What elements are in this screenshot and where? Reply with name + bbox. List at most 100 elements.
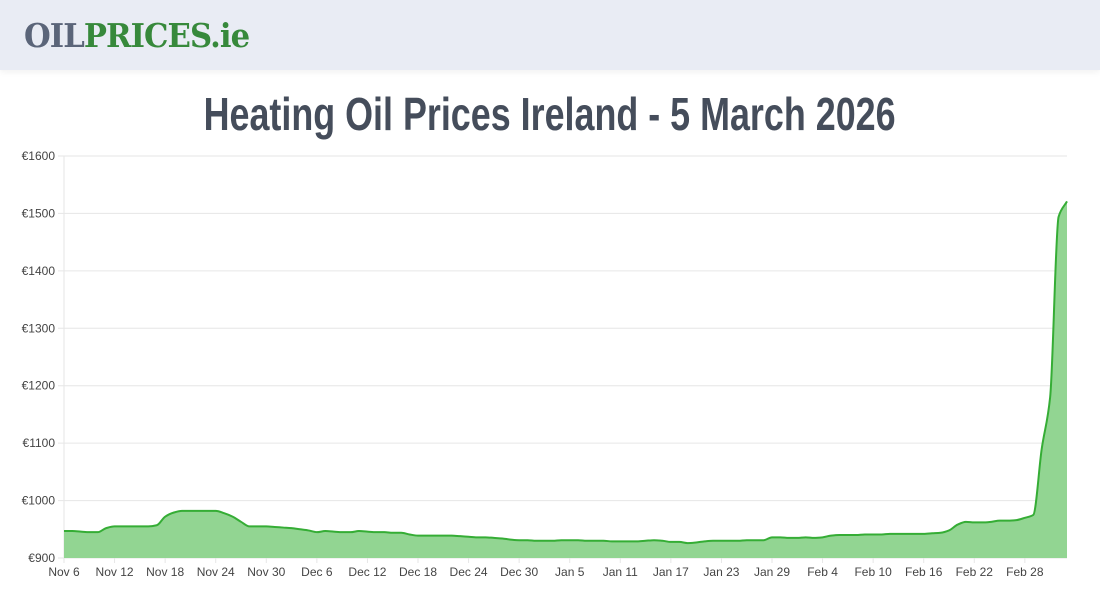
data-point[interactable] [364,529,370,535]
data-point[interactable] [103,525,109,531]
data-point[interactable] [575,537,581,543]
data-point[interactable] [432,533,438,539]
data-point[interactable] [137,523,143,529]
data-point[interactable] [727,538,733,544]
data-point[interactable] [314,529,320,535]
data-point[interactable] [887,531,893,537]
data-point[interactable] [651,537,657,543]
data-point[interactable] [415,533,421,539]
data-point[interactable] [1056,214,1062,220]
data-point[interactable] [423,533,429,539]
data-point[interactable] [626,538,632,544]
data-point[interactable] [179,508,185,514]
data-point[interactable] [836,532,842,538]
data-point[interactable] [879,531,885,537]
data-point[interactable] [845,532,851,538]
data-point[interactable] [1064,198,1070,204]
data-point[interactable] [61,528,67,534]
data-point[interactable] [339,529,345,535]
data-point[interactable] [516,537,522,543]
data-point[interactable] [525,537,531,543]
data-point[interactable] [541,538,547,544]
data-point[interactable] [322,528,328,534]
data-point[interactable] [853,532,859,538]
data-point[interactable] [912,531,918,537]
data-point[interactable] [508,537,514,543]
data-point[interactable] [643,538,649,544]
data-point[interactable] [828,533,834,539]
data-point[interactable] [221,510,227,516]
data-point[interactable] [963,519,969,525]
data-point[interactable] [491,535,497,541]
data-point[interactable] [811,535,817,541]
data-point[interactable] [735,538,741,544]
data-point[interactable] [584,538,590,544]
data-point[interactable] [289,525,295,531]
data-point[interactable] [938,530,944,536]
data-point[interactable] [1047,394,1053,400]
data-point[interactable] [971,519,977,525]
data-point[interactable] [693,539,699,545]
data-point[interactable] [196,508,202,514]
data-point[interactable] [112,523,118,529]
data-point[interactable] [272,524,278,530]
data-point[interactable] [550,538,556,544]
data-point[interactable] [381,529,387,535]
data-point[interactable] [482,534,488,540]
data-point[interactable] [954,522,960,528]
data-point[interactable] [769,534,775,540]
data-point[interactable] [862,531,868,537]
data-point[interactable] [171,510,177,516]
data-point[interactable] [929,530,935,536]
data-point[interactable] [685,540,691,546]
data-point[interactable] [668,539,674,545]
data-point[interactable] [305,527,311,533]
data-point[interactable] [356,528,362,534]
data-point[interactable] [744,537,750,543]
data-point[interactable] [466,534,472,540]
data-point[interactable] [373,529,379,535]
data-point[interactable] [230,514,236,520]
data-point[interactable] [86,529,92,535]
data-point[interactable] [440,533,446,539]
data-point[interactable] [702,538,708,544]
data-point[interactable] [78,529,84,535]
data-point[interactable] [263,523,269,529]
data-point[interactable] [659,538,665,544]
data-point[interactable] [997,518,1003,524]
data-point[interactable] [499,535,505,541]
data-point[interactable] [533,538,539,544]
data-point[interactable] [777,534,783,540]
data-point[interactable] [980,519,986,525]
data-point[interactable] [154,522,160,528]
data-point[interactable] [238,519,244,525]
data-point[interactable] [398,530,404,536]
data-point[interactable] [474,534,480,540]
data-point[interactable] [794,535,800,541]
data-point[interactable] [870,531,876,537]
data-point[interactable] [617,538,623,544]
data-point[interactable] [162,514,168,520]
data-point[interactable] [904,531,910,537]
data-point[interactable] [255,523,261,529]
data-point[interactable] [69,528,75,534]
data-point[interactable] [280,525,286,531]
data-point[interactable] [187,508,193,514]
data-point[interactable] [128,523,134,529]
data-point[interactable] [390,530,396,536]
data-point[interactable] [1005,518,1011,524]
data-point[interactable] [718,538,724,544]
data-point[interactable] [457,533,463,539]
data-point[interactable] [761,537,767,543]
data-point[interactable] [449,533,455,539]
data-point[interactable] [1039,446,1045,452]
data-point[interactable] [634,538,640,544]
data-point[interactable] [600,538,606,544]
data-point[interactable] [120,523,126,529]
data-point[interactable] [407,531,413,537]
data-point[interactable] [921,531,927,537]
data-point[interactable] [204,508,210,514]
data-point[interactable] [820,534,826,540]
data-point[interactable] [1022,515,1028,521]
data-point[interactable] [567,537,573,543]
